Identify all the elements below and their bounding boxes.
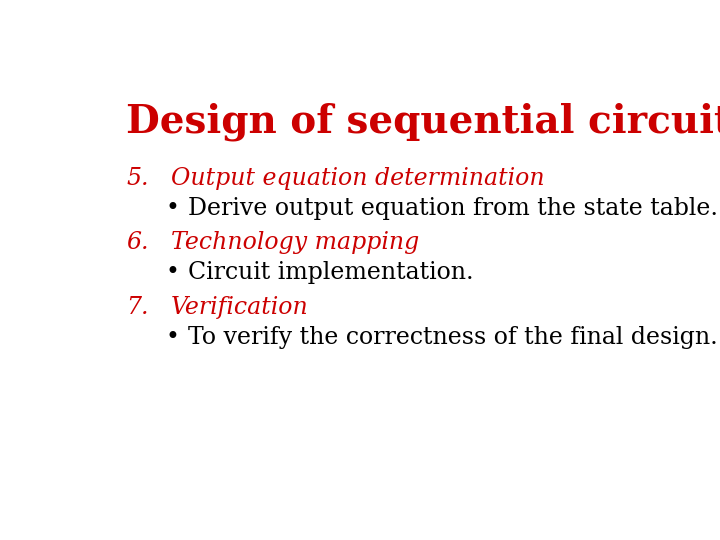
Text: •: • — [166, 326, 179, 348]
Text: Output equation determination: Output equation determination — [171, 167, 544, 190]
Text: 7.: 7. — [126, 295, 149, 319]
Text: •: • — [166, 197, 179, 220]
Text: •: • — [166, 261, 179, 284]
Text: Verification: Verification — [171, 295, 309, 319]
Text: Derive output equation from the state table.: Derive output equation from the state ta… — [188, 197, 718, 220]
Text: 5.: 5. — [126, 167, 149, 190]
Text: 6.: 6. — [126, 231, 149, 254]
Text: Circuit implementation.: Circuit implementation. — [188, 261, 473, 284]
Text: Technology mapping: Technology mapping — [171, 231, 419, 254]
Text: Design of sequential circuit cont …: Design of sequential circuit cont … — [126, 102, 720, 141]
Text: To verify the correctness of the final design.: To verify the correctness of the final d… — [188, 326, 717, 348]
